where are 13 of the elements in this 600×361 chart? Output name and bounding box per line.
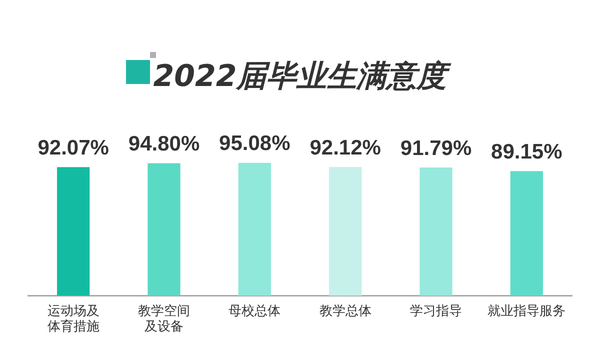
data-label: 92.07% [38, 136, 110, 160]
data-label: 94.80% [128, 132, 200, 156]
data-label: 92.12% [310, 136, 382, 160]
x-tick-label: 教学空间及设备 [138, 304, 190, 335]
x-tick-label: 运动场及体育措施 [47, 304, 100, 335]
data-label: 91.79% [400, 136, 472, 160]
data-label: 95.08% [219, 132, 291, 156]
x-tick-label: 就业指导服务 [488, 304, 566, 319]
x-tick-label: 教学总体 [319, 304, 372, 319]
chart-title: 2022届毕业生满意度 [153, 58, 452, 94]
data-label: 89.15% [491, 140, 563, 164]
x-tick-label: 母校总体 [228, 304, 281, 319]
x-tick-label: 学习指导 [410, 304, 462, 319]
